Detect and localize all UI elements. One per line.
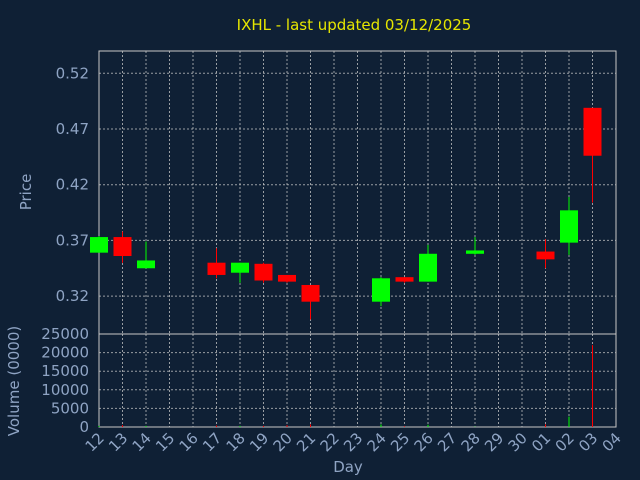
x-axis-label: Day xyxy=(333,458,363,476)
price-axis-label: Price xyxy=(17,174,35,211)
candle-19 xyxy=(254,262,273,283)
candle-body-17 xyxy=(207,262,226,275)
candle-layer xyxy=(90,107,602,320)
candle-13 xyxy=(113,231,132,263)
candle-02 xyxy=(560,196,578,255)
x-tick-label-7: 19 xyxy=(246,429,272,455)
x-tick-label-20: 02 xyxy=(552,429,578,455)
candle-body-25 xyxy=(395,277,414,282)
x-tick-label-13: 25 xyxy=(387,429,413,455)
x-tick-label-21: 03 xyxy=(575,429,601,455)
x-tick-label-19: 01 xyxy=(528,429,554,455)
candle-18 xyxy=(231,262,249,283)
price-tick-label-2: 0.42 xyxy=(56,176,89,194)
price-tick-label-1: 0.47 xyxy=(56,120,89,138)
volume-tick-label-4: 5000 xyxy=(51,399,89,417)
candle-24 xyxy=(372,277,390,307)
price-tick-label-3: 0.37 xyxy=(56,231,89,249)
price-tick-label-0: 0.52 xyxy=(56,64,89,82)
price-tick-label-4: 0.32 xyxy=(56,287,89,305)
volume-layer xyxy=(98,345,593,427)
grid-layer xyxy=(99,51,617,427)
candle-body-01 xyxy=(536,251,555,260)
x-tick-label-2: 14 xyxy=(129,429,155,455)
candle-03 xyxy=(583,107,602,203)
volume-axis-label: Volume (0000) xyxy=(5,326,23,436)
candle-body-21 xyxy=(301,284,320,302)
candle-01 xyxy=(536,239,555,269)
candle-body-14 xyxy=(137,260,155,269)
volume-tick-label-5: 0 xyxy=(79,418,89,436)
x-tick-label-15: 27 xyxy=(434,429,460,455)
candle-body-12 xyxy=(90,237,108,253)
x-tick-label-1: 13 xyxy=(105,429,131,455)
x-tick-label-6: 18 xyxy=(223,429,249,455)
x-tick-label-18: 30 xyxy=(505,429,531,455)
volume-tick-label-1: 20000 xyxy=(41,344,89,362)
candle-20 xyxy=(278,274,296,283)
x-tick-label-11: 23 xyxy=(340,429,366,455)
candle-25 xyxy=(395,277,414,283)
candle-21 xyxy=(301,284,320,320)
x-tick-label-9: 21 xyxy=(293,429,319,455)
x-tick-label-17: 29 xyxy=(481,429,507,455)
x-tick-label-22: 04 xyxy=(599,429,625,455)
volume-tick-label-0: 25000 xyxy=(41,325,89,343)
x-tick-label-3: 15 xyxy=(152,429,178,455)
x-tick-label-12: 24 xyxy=(364,429,390,455)
volume-tick-label-3: 10000 xyxy=(41,381,89,399)
candle-body-20 xyxy=(278,274,296,282)
x-tick-label-14: 26 xyxy=(411,429,437,455)
x-tick-label-4: 16 xyxy=(176,429,202,455)
volume-tick-label-2: 15000 xyxy=(41,362,89,380)
candle-body-19 xyxy=(254,263,273,281)
candle-body-03 xyxy=(583,107,602,156)
candle-body-28 xyxy=(466,250,484,254)
candle-26 xyxy=(419,244,437,282)
candle-body-13 xyxy=(113,237,132,257)
candle-14 xyxy=(137,241,155,269)
x-tick-label-16: 28 xyxy=(458,429,484,455)
candle-body-02 xyxy=(560,210,578,243)
candle-body-24 xyxy=(372,278,390,302)
candle-body-18 xyxy=(231,262,249,273)
candle-12 xyxy=(90,235,108,253)
candle-17 xyxy=(207,248,226,279)
x-tick-label-8: 20 xyxy=(270,429,296,455)
chart-title: IXHL - last updated 03/12/2025 xyxy=(237,16,472,34)
candle-28 xyxy=(466,237,484,255)
x-tick-label-10: 22 xyxy=(317,429,343,455)
candle-body-26 xyxy=(419,253,437,282)
x-tick-label-5: 17 xyxy=(199,429,225,455)
